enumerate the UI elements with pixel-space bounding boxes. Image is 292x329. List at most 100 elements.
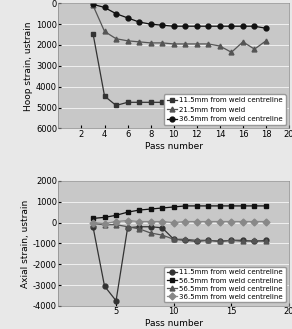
21.5mm from weld (195, 42, 199, 46)
11.5mm from weld centreline (149, 225, 152, 229)
36.5mm from weld centreline (172, 221, 175, 225)
11.5mm from weld centreline (137, 100, 141, 104)
11.5mm from weld centreline (91, 225, 95, 229)
21.5mm from weld (264, 39, 268, 43)
11.5mm from weld centreline (160, 226, 164, 230)
36.5mm from weld centreline (218, 219, 222, 223)
36.5mm from weld centreline (160, 23, 164, 27)
21.5mm from weld (160, 41, 164, 45)
36.5mm from weld centreline (230, 24, 233, 28)
Legend: 11.5mm from weld centreline, 56.5mm from weld centreline, 56.5mm from weld centr: 11.5mm from weld centreline, 56.5mm from… (164, 267, 286, 302)
Line: 56.5mm from weld centreline: 56.5mm from weld centreline (91, 203, 268, 221)
56.5mm from weld centreline (114, 213, 118, 217)
56.5mm from weld centreline (230, 204, 233, 208)
36.5mm from weld centreline (103, 222, 106, 226)
56.5mm from weld centreline (195, 204, 199, 208)
11.5mm from weld centreline (253, 240, 256, 243)
Line: 11.5mm from weld centreline: 11.5mm from weld centreline (91, 31, 268, 108)
Line: 36.5mm from weld centreline: 36.5mm from weld centreline (91, 218, 268, 226)
56.5mm from weld centreline (91, 216, 95, 220)
56.5mm from weld centreline (206, 204, 210, 208)
11.5mm from weld centreline (114, 299, 118, 303)
11.5mm from weld centreline (230, 100, 233, 104)
56.5mm from weld centreline (218, 204, 222, 208)
11.5mm from weld centreline (241, 98, 245, 102)
36.5mm from weld centreline (91, 2, 95, 6)
56.5mm from weld centreline (160, 233, 164, 237)
36.5mm from weld centreline (241, 219, 245, 223)
11.5mm from weld centreline (264, 96, 268, 100)
36.5mm from weld centreline (172, 24, 175, 28)
Y-axis label: Hoop strain, ustrain: Hoop strain, ustrain (24, 21, 33, 111)
56.5mm from weld centreline (137, 208, 141, 212)
11.5mm from weld centreline (195, 100, 199, 104)
56.5mm from weld centreline (160, 206, 164, 210)
11.5mm from weld centreline (206, 100, 210, 104)
36.5mm from weld centreline (241, 24, 245, 28)
36.5mm from weld centreline (149, 22, 152, 26)
21.5mm from weld (206, 42, 210, 46)
36.5mm from weld centreline (126, 16, 129, 20)
36.5mm from weld centreline (114, 219, 118, 223)
11.5mm from weld centreline (206, 238, 210, 242)
Line: 56.5mm from weld centreline: 56.5mm from weld centreline (91, 221, 268, 244)
36.5mm from weld centreline (253, 219, 256, 223)
21.5mm from weld (114, 37, 118, 41)
21.5mm from weld (149, 41, 152, 45)
36.5mm from weld centreline (195, 24, 199, 28)
21.5mm from weld (253, 47, 256, 51)
56.5mm from weld centreline (253, 204, 256, 208)
56.5mm from weld centreline (149, 231, 152, 235)
11.5mm from weld centreline (149, 100, 152, 104)
56.5mm from weld centreline (114, 223, 118, 227)
X-axis label: Pass number: Pass number (145, 319, 203, 328)
36.5mm from weld centreline (183, 219, 187, 223)
56.5mm from weld centreline (91, 222, 95, 226)
56.5mm from weld centreline (149, 207, 152, 211)
11.5mm from weld centreline (253, 100, 256, 104)
11.5mm from weld centreline (172, 237, 175, 241)
36.5mm from weld centreline (149, 219, 152, 223)
36.5mm from weld centreline (91, 221, 95, 225)
21.5mm from weld (218, 44, 222, 48)
21.5mm from weld (230, 50, 233, 54)
56.5mm from weld centreline (253, 238, 256, 242)
36.5mm from weld centreline (230, 219, 233, 223)
56.5mm from weld centreline (103, 215, 106, 219)
56.5mm from weld centreline (241, 204, 245, 208)
36.5mm from weld centreline (206, 219, 210, 223)
56.5mm from weld centreline (126, 210, 129, 214)
36.5mm from weld centreline (160, 219, 164, 223)
11.5mm from weld centreline (126, 100, 129, 104)
56.5mm from weld centreline (264, 204, 268, 208)
36.5mm from weld centreline (264, 219, 268, 223)
11.5mm from weld centreline (114, 103, 118, 107)
21.5mm from weld (172, 42, 175, 46)
11.5mm from weld centreline (241, 238, 245, 242)
11.5mm from weld centreline (195, 240, 199, 243)
11.5mm from weld centreline (103, 94, 106, 98)
56.5mm from weld centreline (183, 237, 187, 241)
56.5mm from weld centreline (218, 240, 222, 243)
36.5mm from weld centreline (137, 20, 141, 24)
11.5mm from weld centreline (230, 238, 233, 242)
21.5mm from weld (91, 3, 95, 7)
36.5mm from weld centreline (137, 219, 141, 223)
56.5mm from weld centreline (206, 238, 210, 242)
36.5mm from weld centreline (103, 6, 106, 10)
11.5mm from weld centreline (137, 225, 141, 229)
11.5mm from weld centreline (103, 284, 106, 288)
Line: 21.5mm from weld: 21.5mm from weld (91, 3, 268, 55)
56.5mm from weld centreline (183, 204, 187, 208)
56.5mm from weld centreline (230, 238, 233, 242)
21.5mm from weld (137, 40, 141, 44)
Line: 36.5mm from weld centreline: 36.5mm from weld centreline (91, 2, 268, 31)
Line: 11.5mm from weld centreline: 11.5mm from weld centreline (91, 224, 268, 303)
21.5mm from weld (183, 42, 187, 46)
56.5mm from weld centreline (126, 225, 129, 229)
56.5mm from weld centreline (264, 240, 268, 243)
36.5mm from weld centreline (114, 12, 118, 16)
11.5mm from weld centreline (218, 240, 222, 243)
21.5mm from weld (103, 30, 106, 34)
56.5mm from weld centreline (195, 238, 199, 242)
